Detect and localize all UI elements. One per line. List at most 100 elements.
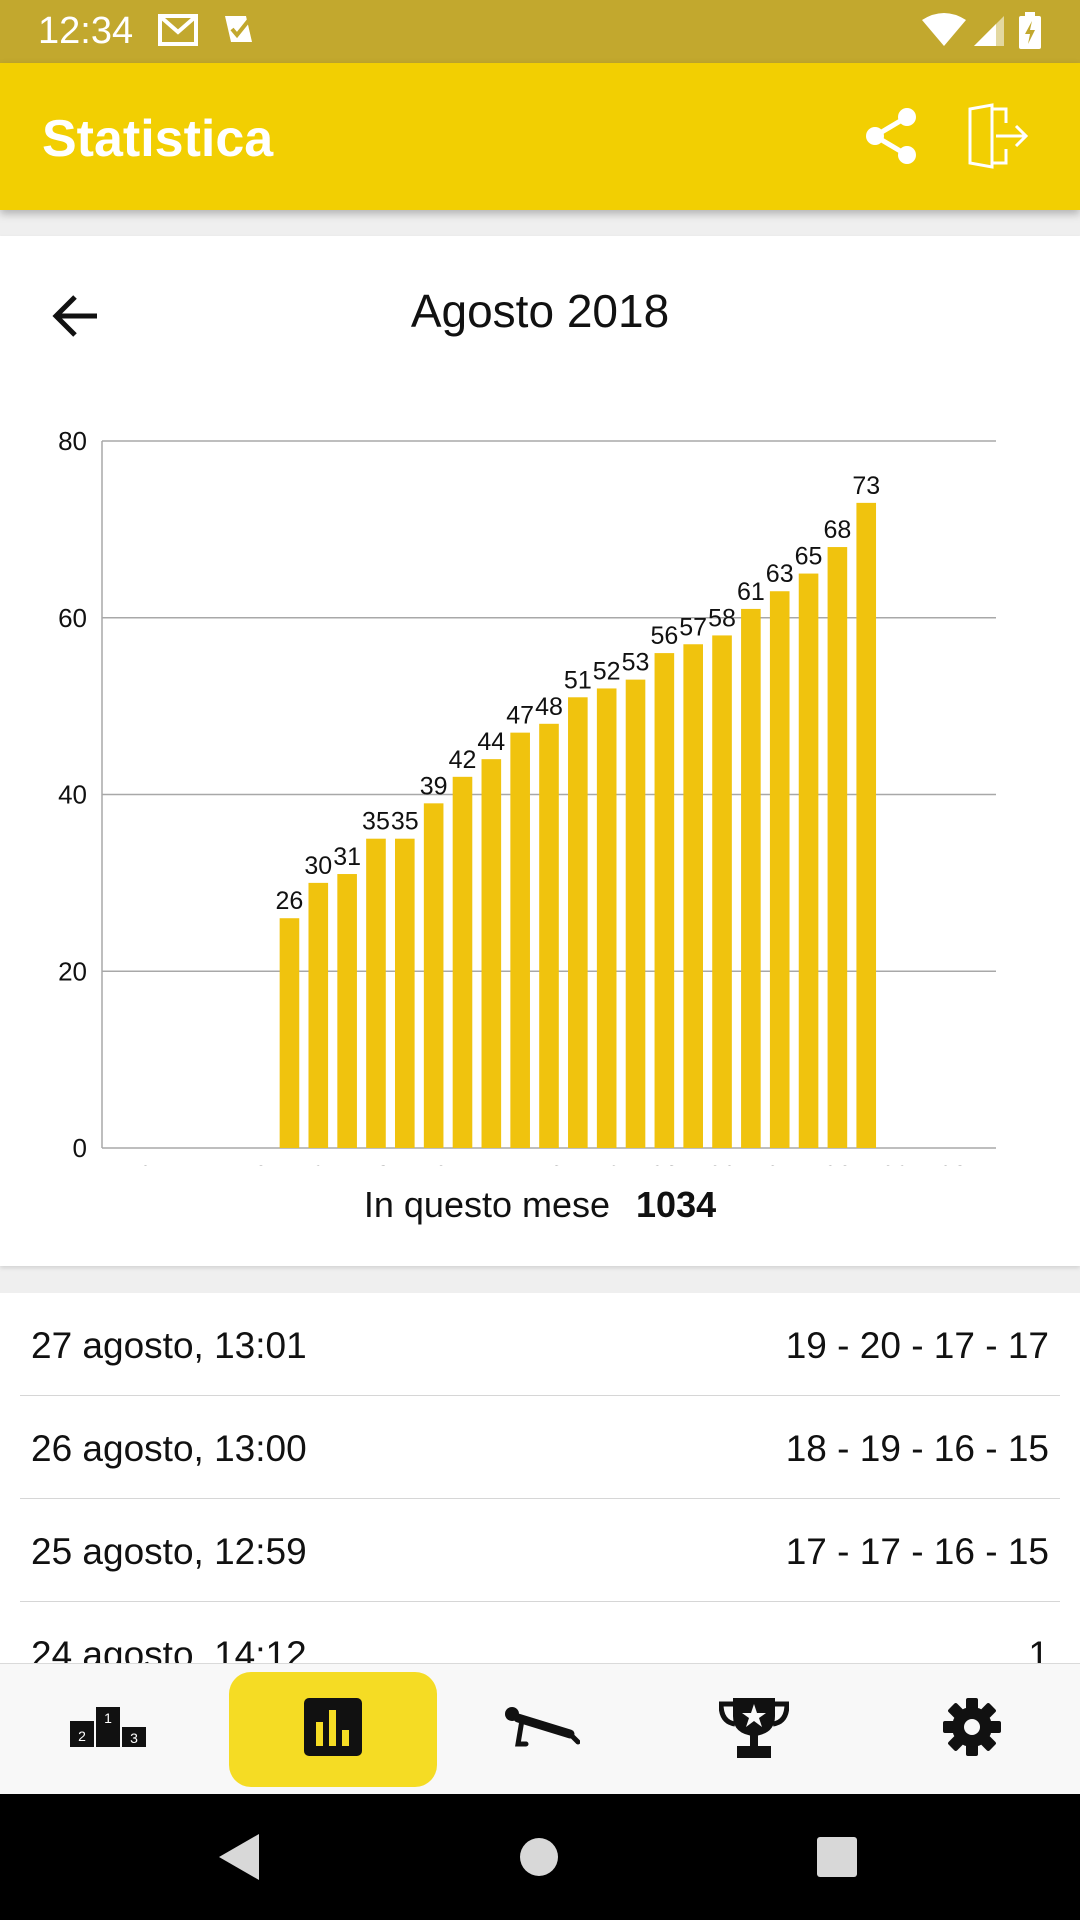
bar bbox=[683, 644, 703, 1148]
bar-value-label: 65 bbox=[795, 543, 823, 571]
y-tick-label: 40 bbox=[58, 780, 87, 810]
bar-value-label: 57 bbox=[679, 613, 707, 641]
status-bar: 12:34 bbox=[0, 0, 1080, 63]
x-tick-label: 4 bbox=[196, 1160, 210, 1166]
history-reps: 18 - 19 - 16 - 15 bbox=[785, 1428, 1049, 1469]
x-tick-label: 14 bbox=[477, 1160, 506, 1166]
history-row[interactable]: 27 agosto, 13:01 19 - 20 - 17 - 17 bbox=[20, 1293, 1060, 1396]
home-circle-icon[interactable] bbox=[506, 1824, 572, 1890]
x-tick-label: 2 bbox=[138, 1160, 152, 1166]
back-triangle-icon[interactable] bbox=[206, 1824, 272, 1890]
history-row[interactable]: 25 agosto, 12:59 17 - 17 - 16 - 15 bbox=[20, 1499, 1060, 1602]
bar bbox=[827, 547, 848, 1148]
bar-value-label: 68 bbox=[823, 516, 851, 544]
battery-charging-icon bbox=[1018, 12, 1042, 55]
x-tick-label: 28 bbox=[881, 1160, 910, 1166]
y-tick-label: 0 bbox=[73, 1133, 87, 1163]
recents-square-icon[interactable] bbox=[804, 1824, 870, 1890]
history-date: 26 agosto, 13:00 bbox=[31, 1428, 307, 1469]
bar bbox=[481, 759, 502, 1148]
bar-value-label: 31 bbox=[333, 843, 361, 871]
signal-icon bbox=[972, 12, 1006, 53]
svg-text:3: 3 bbox=[130, 1730, 138, 1746]
bar-value-label: 47 bbox=[506, 702, 534, 730]
bar bbox=[625, 679, 646, 1148]
bar-value-label: 35 bbox=[391, 808, 419, 836]
month-summary: In questo mese 1034 bbox=[0, 1184, 1080, 1226]
bar bbox=[596, 688, 617, 1148]
bar-value-label: 30 bbox=[304, 852, 332, 880]
bar-value-label: 63 bbox=[766, 560, 794, 588]
bar bbox=[510, 732, 530, 1148]
month-title: Agosto 2018 bbox=[410, 285, 670, 337]
history-date: 24 agosto, 14:12 bbox=[31, 1634, 307, 1663]
x-tick-label: 18 bbox=[592, 1160, 621, 1166]
bar bbox=[769, 591, 790, 1148]
history-row[interactable]: 24 agosto, 14:12 1 bbox=[20, 1602, 1060, 1663]
bar bbox=[712, 635, 732, 1148]
nav-ranking[interactable]: 2 1 3 bbox=[4, 1672, 212, 1787]
task-check-icon bbox=[222, 12, 256, 53]
bar bbox=[279, 918, 300, 1148]
bar-value-label: 52 bbox=[593, 657, 621, 685]
bar-value-label: 56 bbox=[650, 622, 678, 650]
bar-value-label: 39 bbox=[420, 772, 448, 800]
workout-history-list: 27 agosto, 13:01 19 - 20 - 17 - 17 26 agos… bbox=[0, 1293, 1080, 1663]
settings-gear-icon bbox=[942, 1697, 1002, 1762]
nav-statistics[interactable] bbox=[229, 1672, 437, 1787]
summary-value: 1034 bbox=[636, 1184, 717, 1225]
trophy-icon bbox=[718, 1694, 790, 1765]
svg-text:1: 1 bbox=[104, 1710, 112, 1726]
bar-value-label: 44 bbox=[477, 728, 505, 756]
x-tick-label: 16 bbox=[535, 1160, 564, 1166]
app-bar: Statistica bbox=[0, 63, 1080, 210]
x-tick-label: 24 bbox=[765, 1160, 794, 1166]
svg-text:2: 2 bbox=[78, 1728, 86, 1744]
nav-achievements[interactable] bbox=[650, 1672, 858, 1787]
app-title: Statistica bbox=[42, 110, 274, 168]
status-time: 12:34 bbox=[38, 10, 134, 52]
history-row[interactable]: 26 agosto, 13:00 18 - 19 - 16 - 15 bbox=[20, 1396, 1060, 1499]
x-tick-label: 8 bbox=[311, 1160, 325, 1166]
y-tick-label: 60 bbox=[58, 603, 87, 633]
x-tick-label: 10 bbox=[362, 1160, 391, 1166]
history-reps: 17 - 17 - 16 - 15 bbox=[785, 1531, 1049, 1572]
bar bbox=[337, 874, 357, 1148]
history-reps: 1 bbox=[1028, 1634, 1049, 1663]
history-date: 27 agosto, 13:01 bbox=[31, 1325, 307, 1366]
bar bbox=[308, 882, 329, 1148]
bar bbox=[539, 723, 559, 1148]
bar-value-label: 58 bbox=[708, 604, 736, 632]
bar-value-label: 26 bbox=[276, 887, 304, 915]
bar bbox=[568, 697, 588, 1148]
bar-value-label: 42 bbox=[449, 746, 477, 774]
x-tick-label: 12 bbox=[419, 1160, 448, 1166]
bottom-navigation: 2 1 3 bbox=[0, 1663, 1080, 1794]
bar bbox=[423, 803, 444, 1148]
bar bbox=[395, 838, 415, 1148]
bar-chart-icon bbox=[304, 1698, 362, 1761]
share-icon[interactable] bbox=[856, 101, 926, 171]
bar-value-label: 73 bbox=[852, 472, 880, 500]
pushup-icon bbox=[500, 1704, 581, 1755]
bar-value-label: 53 bbox=[622, 649, 650, 677]
x-tick-label: 6 bbox=[253, 1160, 267, 1166]
exit-icon[interactable] bbox=[964, 101, 1034, 171]
nav-settings[interactable] bbox=[868, 1672, 1076, 1787]
bar bbox=[741, 608, 761, 1148]
bar-value-label: 35 bbox=[362, 808, 390, 836]
bar bbox=[452, 776, 473, 1148]
x-tick-label: 20 bbox=[650, 1160, 679, 1166]
y-tick-label: 20 bbox=[58, 956, 87, 986]
nav-workout[interactable] bbox=[436, 1672, 644, 1787]
x-tick-label: 22 bbox=[708, 1160, 737, 1166]
x-tick-label: 26 bbox=[823, 1160, 852, 1166]
system-navigation-bar bbox=[0, 1794, 1080, 1920]
podium-icon: 2 1 3 bbox=[70, 1705, 146, 1754]
y-tick-label: 80 bbox=[58, 426, 87, 456]
history-reps: 19 - 20 - 17 - 17 bbox=[785, 1325, 1049, 1366]
history-date: 25 agosto, 12:59 bbox=[31, 1531, 307, 1572]
arrow-left-icon[interactable] bbox=[36, 276, 116, 356]
bar bbox=[654, 653, 675, 1148]
